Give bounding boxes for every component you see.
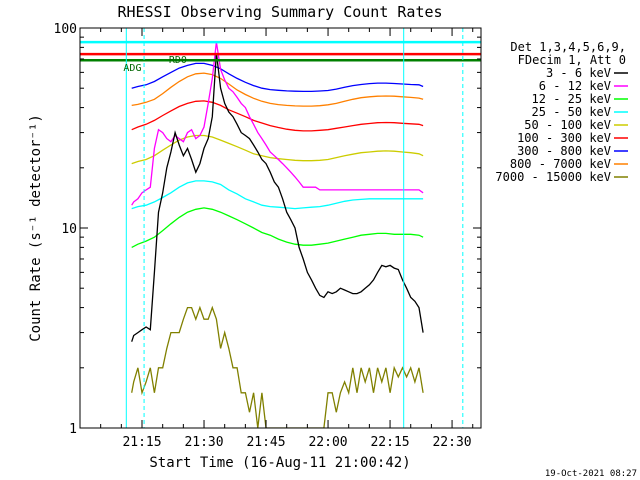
y-tick-label: 1: [69, 422, 77, 437]
x-tick-label: 21:45: [246, 435, 285, 450]
series-line: [131, 62, 424, 93]
series-line: [131, 100, 424, 132]
series-line: [131, 207, 424, 248]
legend-entry: 3 - 6 keV: [546, 66, 611, 80]
y-tick-label: 10: [61, 222, 77, 237]
series-line: [131, 42, 424, 206]
series-3-6kev: [131, 52, 424, 342]
series-line: [131, 72, 424, 107]
series-800-7000kev: [131, 72, 424, 107]
x-tick-label: 22:30: [432, 435, 471, 450]
legend-header: FDecim 1, Att 0: [518, 53, 626, 67]
x-tick-label: 22:00: [308, 435, 347, 450]
legend: Det 1,3,4,5,6,9,FDecim 1, Att 03 - 6 keV…: [495, 40, 628, 184]
legend-entry: 50 - 100 keV: [524, 118, 611, 132]
series-100-300kev: [131, 100, 424, 132]
x-tick-label: 21:30: [184, 435, 223, 450]
legend-entry: 25 - 50 keV: [532, 105, 611, 119]
axes: 21:15 21:30 21:45 22:00 22:15 22:30 1 10 100: [54, 22, 481, 450]
y-axis-label: Count Rate (s⁻¹ detector⁻¹): [28, 114, 44, 342]
series-line: [131, 305, 424, 428]
x-tick-label: 22:15: [370, 435, 409, 450]
series-layer: [131, 42, 424, 428]
legend-entry: 6 - 12 keV: [539, 79, 611, 93]
footer-date: 19-Oct-2021 08:27: [545, 469, 637, 479]
legend-entry: 100 - 300 keV: [517, 131, 611, 145]
x-tick-label: 21:15: [122, 435, 161, 450]
legend-entry: 7000 - 15000 keV: [495, 170, 611, 184]
series-6-12kev: [131, 42, 424, 206]
legend-entry: 12 - 25 keV: [532, 92, 611, 106]
legend-entry: 300 - 800 keV: [517, 144, 611, 158]
series-12-25kev: [131, 207, 424, 248]
series-25-50kev: [131, 180, 424, 210]
series-300-800kev: [131, 62, 424, 93]
vertical-markers: [125, 28, 464, 428]
legend-header: Det 1,3,4,5,6,9,: [510, 40, 626, 54]
legend-entry: 800 - 7000 keV: [510, 157, 611, 171]
reference-lines: [80, 40, 481, 62]
series-7000-15000kev: [131, 305, 424, 428]
annotation-label: ADG: [123, 63, 141, 74]
annotation-label: RD0: [169, 55, 187, 66]
chart-title: RHESSI Observing Summary Count Rates: [117, 3, 442, 21]
annotations: RD0 ADG: [123, 55, 187, 74]
x-axis-label: Start Time (16-Aug-11 21:00:42): [149, 455, 410, 471]
y-tick-label: 100: [54, 22, 77, 37]
series-line: [131, 180, 424, 210]
series-line: [131, 52, 424, 342]
